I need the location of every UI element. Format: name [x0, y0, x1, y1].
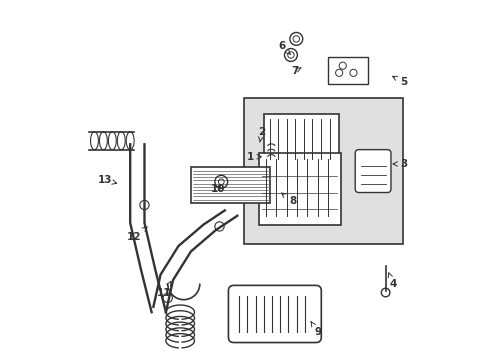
Text: 10: 10	[210, 184, 224, 194]
Bar	[244, 98, 403, 244]
FancyBboxPatch shape	[354, 150, 390, 193]
FancyBboxPatch shape	[228, 285, 321, 342]
Text: 5: 5	[392, 76, 406, 87]
Text: 8: 8	[281, 193, 296, 206]
Text: 12: 12	[126, 227, 147, 242]
Text: 9: 9	[310, 321, 321, 337]
Text: 13: 13	[98, 175, 117, 185]
Text: 7: 7	[290, 66, 301, 76]
Text: 6: 6	[278, 41, 290, 54]
Text: 2: 2	[258, 127, 264, 142]
Bar	[190, 167, 269, 203]
FancyBboxPatch shape	[258, 153, 340, 225]
Text: 1: 1	[247, 152, 261, 162]
Text: 4: 4	[387, 273, 396, 289]
Text: 11: 11	[157, 282, 171, 297]
FancyBboxPatch shape	[328, 57, 367, 84]
FancyBboxPatch shape	[264, 114, 339, 164]
Text: 3: 3	[392, 159, 406, 169]
